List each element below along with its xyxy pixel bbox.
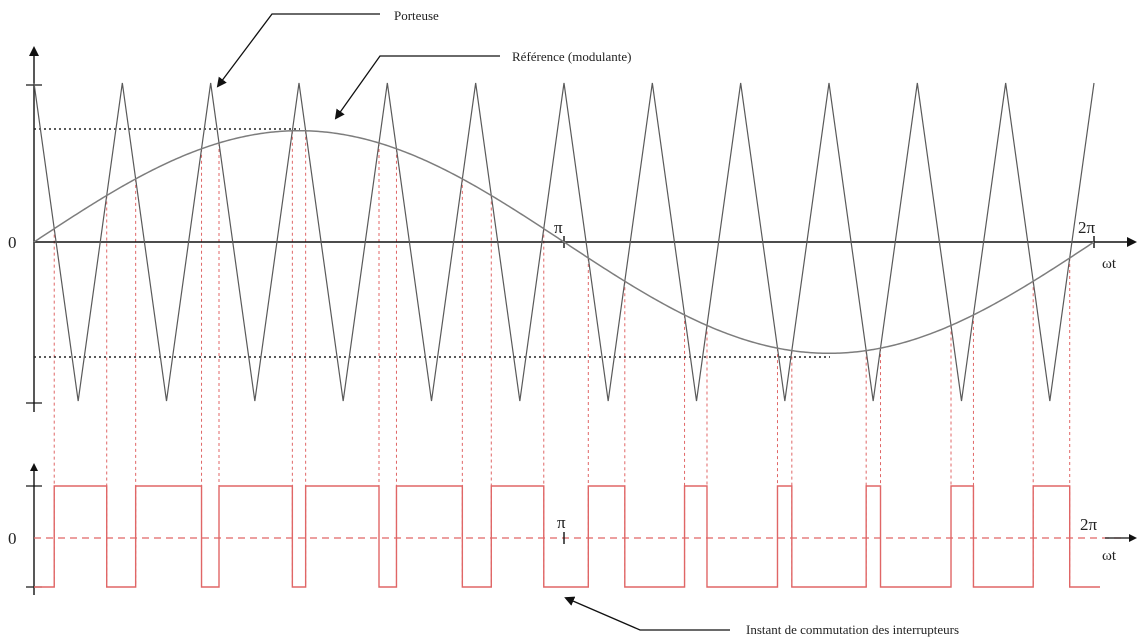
- top-origin-label: 0: [8, 233, 17, 252]
- reference-sine-wave: [33, 129, 1095, 355]
- pwm-output-wave: [34, 485, 1100, 588]
- reference-label: Référence (modulante): [512, 49, 631, 64]
- carrier-label: Porteuse: [394, 8, 439, 23]
- bottom-axes: [26, 463, 1137, 595]
- top-two-pi-label: 2π: [1078, 218, 1096, 237]
- switching-label: Instant de commutation des interrupteurs: [746, 622, 959, 637]
- top-x-axis-label: ωt: [1102, 256, 1117, 272]
- bottom-two-pi-label: 2π: [1080, 515, 1098, 534]
- annotation-pointers: [216, 13, 730, 631]
- switching-pointer: [564, 596, 730, 631]
- bottom-pi-label: π: [557, 513, 566, 532]
- carrier-pointer: [216, 13, 380, 88]
- reference-pointer: [334, 55, 500, 120]
- carrier-triangle-wave: [33, 82, 1095, 402]
- top-pi-label: π: [554, 218, 563, 237]
- top-axes: [26, 46, 1137, 412]
- bottom-origin-label: 0: [8, 529, 17, 548]
- bottom-x-axis-label: ωt: [1102, 548, 1117, 564]
